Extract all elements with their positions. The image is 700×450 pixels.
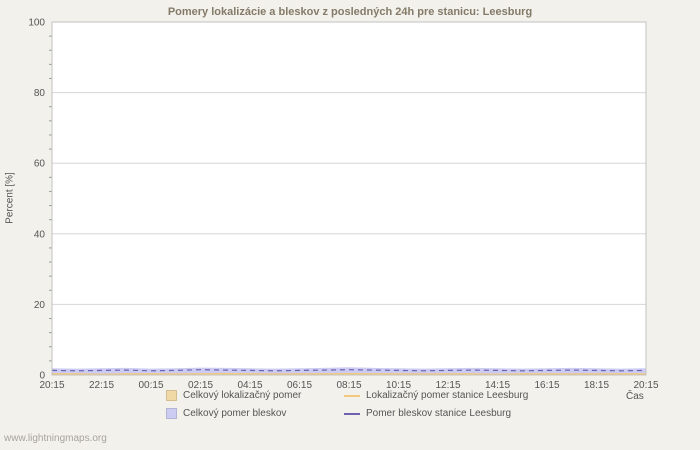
legend-row: Celkový lokalizačný pomer Lokalizačný po… <box>166 390 528 401</box>
svg-text:20: 20 <box>34 300 46 311</box>
svg-text:20:15: 20:15 <box>39 380 64 391</box>
svg-text:20:15: 20:15 <box>633 380 658 391</box>
legend-item-station-localization: Lokalizačný pomer stanice Leesburg <box>344 390 528 401</box>
chart-title: Pomery lokalizácie a bleskov z poslednýc… <box>167 6 533 18</box>
svg-text:12:15: 12:15 <box>435 380 460 391</box>
svg-text:08:15: 08:15 <box>336 380 361 391</box>
line-swatch-icon <box>344 394 360 397</box>
line-swatch-icon <box>344 412 360 415</box>
legend-label-station-strokes: Pomer bleskov stanice Leesburg <box>366 408 512 419</box>
svg-text:40: 40 <box>34 229 46 240</box>
legend-label-total-strokes: Celkový pomer bleskov <box>183 408 287 419</box>
area-swatch-icon <box>166 390 177 401</box>
x-axis-title: Čas <box>626 391 644 402</box>
plot-area: 0 20 40 60 80 100 20:15 22:15 00:15 02:15 04:15 06:… <box>28 18 659 392</box>
svg-text:00:15: 00:15 <box>138 380 163 391</box>
area-swatch-icon <box>166 408 177 419</box>
svg-text:0: 0 <box>39 371 45 382</box>
legend-item-total-localization: Celkový lokalizačný pomer <box>166 390 344 401</box>
svg-text:100: 100 <box>28 18 45 29</box>
svg-text:18:15: 18:15 <box>584 380 609 391</box>
svg-text:22:15: 22:15 <box>89 380 114 391</box>
svg-text:16:15: 16:15 <box>534 380 559 391</box>
legend-label-total-localization: Celkový lokalizačný pomer <box>183 390 302 401</box>
svg-text:10:15: 10:15 <box>386 380 411 391</box>
legend-label-station-localization: Lokalizačný pomer stanice Leesburg <box>366 390 529 401</box>
svg-text:04:15: 04:15 <box>237 380 262 391</box>
legend-row: Celkový pomer bleskov Pomer bleskov stan… <box>166 408 528 419</box>
legend-item-total-strokes: Celkový pomer bleskov <box>166 408 344 419</box>
svg-text:14:15: 14:15 <box>485 380 510 391</box>
legend: Celkový lokalizačný pomer Lokalizačný po… <box>166 390 528 426</box>
legend-item-station-strokes: Pomer bleskov stanice Leesburg <box>344 408 511 419</box>
svg-text:80: 80 <box>34 88 46 99</box>
svg-text:06:15: 06:15 <box>287 380 312 391</box>
svg-text:02:15: 02:15 <box>188 380 213 391</box>
svg-text:60: 60 <box>34 159 46 170</box>
watermark-link[interactable]: www.lightningmaps.org <box>4 433 107 444</box>
